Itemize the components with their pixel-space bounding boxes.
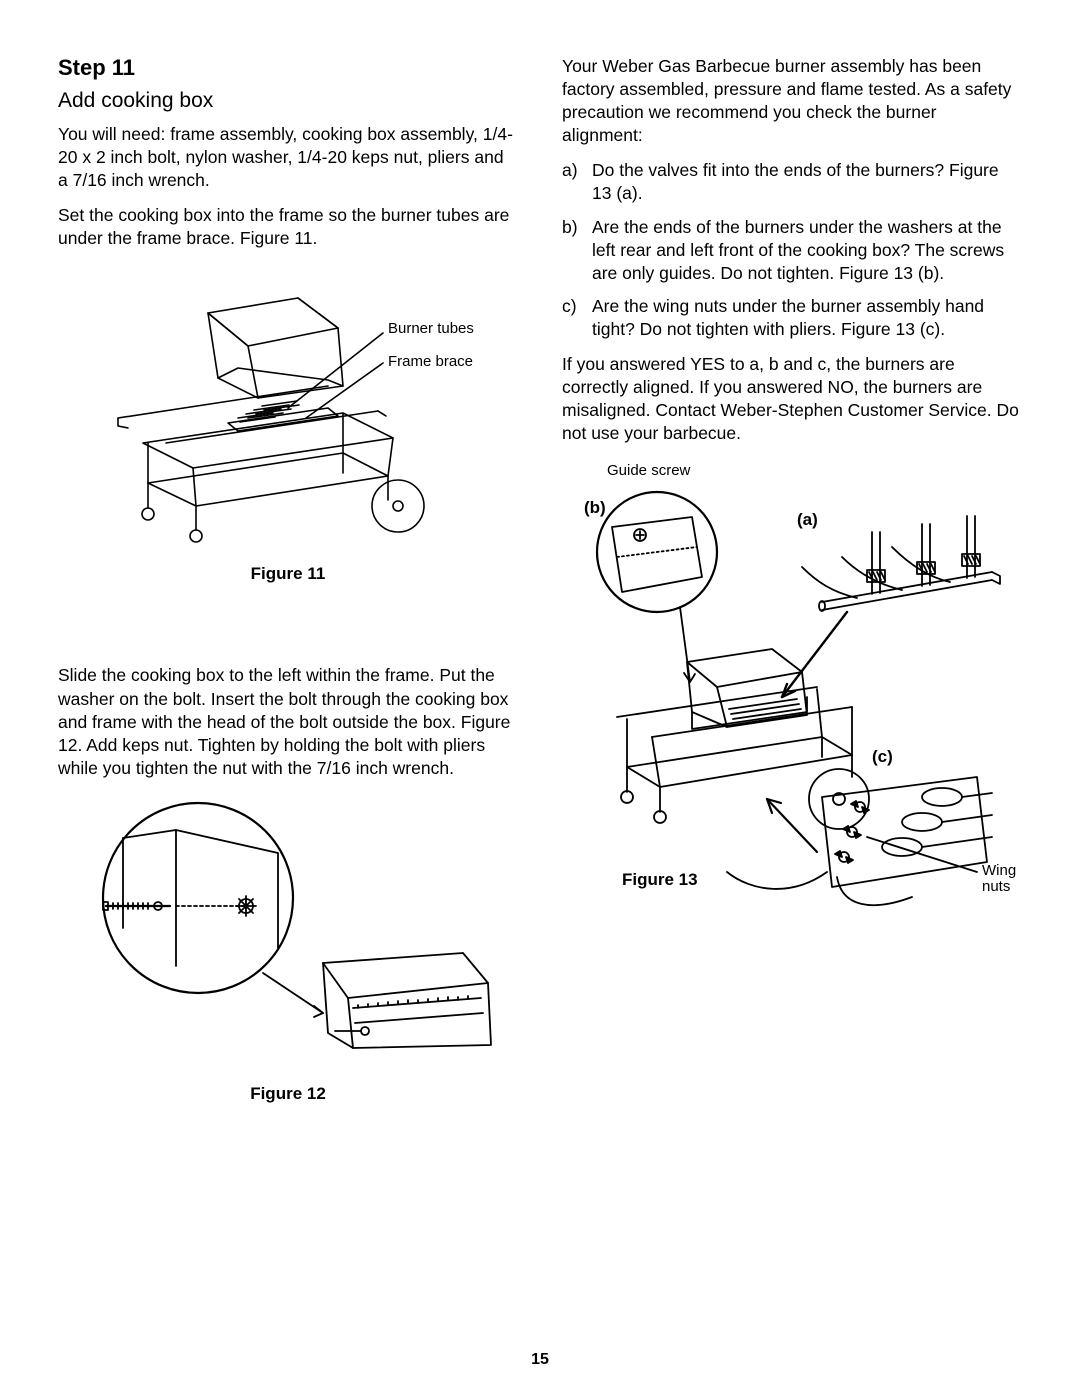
list-text: Do the valves fit into the ends of the b… xyxy=(592,159,1022,205)
figure-12: Figure 12 xyxy=(58,798,518,1104)
figure-13-diagram: Guide screw (b) (a) xyxy=(562,457,1022,927)
page: Step 11 Add cooking box You will need: f… xyxy=(0,0,1080,1154)
list-marker: b) xyxy=(562,216,592,285)
label-burner-tubes: Burner tubes xyxy=(388,320,474,337)
list-item-c: c) Are the wing nuts under the burner as… xyxy=(562,295,1022,341)
figure-11-diagram: Burner tubes Frame brace xyxy=(88,268,488,558)
label-wing-nuts-2: nuts xyxy=(982,878,1010,895)
label-b: (b) xyxy=(584,498,606,517)
list-item-a: a) Do the valves fit into the ends of th… xyxy=(562,159,1022,205)
list-text: Are the wing nuts under the burner assem… xyxy=(592,295,1022,341)
list-marker: c) xyxy=(562,295,592,341)
step-heading: Step 11 xyxy=(58,55,518,81)
figure-12-diagram xyxy=(78,798,498,1078)
paragraph-intro: Your Weber Gas Barbecue burner assembly … xyxy=(562,55,1022,147)
right-column: Your Weber Gas Barbecue burner assembly … xyxy=(562,55,1022,1114)
figure-12-caption: Figure 12 xyxy=(58,1084,518,1104)
figure-11: Burner tubes Frame brace Figure 11 xyxy=(58,268,518,584)
list-text: Are the ends of the burners under the wa… xyxy=(592,216,1022,285)
list-marker: a) xyxy=(562,159,592,205)
page-number: 15 xyxy=(0,1351,1080,1369)
list-item-b: b) Are the ends of the burners under the… xyxy=(562,216,1022,285)
paragraph-set-box: Set the cooking box into the frame so th… xyxy=(58,204,518,250)
figure-11-caption: Figure 11 xyxy=(58,564,518,584)
subheading: Add cooking box xyxy=(58,89,518,113)
alignment-list: a) Do the valves fit into the ends of th… xyxy=(562,159,1022,341)
figure-13: Guide screw (b) (a) xyxy=(562,457,1022,927)
paragraph-yesno: If you answered YES to a, b and c, the b… xyxy=(562,353,1022,445)
label-a: (a) xyxy=(797,510,818,529)
label-c: (c) xyxy=(872,747,893,766)
label-guide-screw: Guide screw xyxy=(607,462,691,479)
paragraph-slide-box: Slide the cooking box to the left within… xyxy=(58,664,518,779)
label-wing-nuts-1: Wing xyxy=(982,862,1016,879)
paragraph-needs: You will need: frame assembly, cooking b… xyxy=(58,123,518,192)
left-column: Step 11 Add cooking box You will need: f… xyxy=(58,55,518,1114)
figure-13-caption: Figure 13 xyxy=(622,870,698,889)
label-frame-brace: Frame brace xyxy=(388,353,473,370)
